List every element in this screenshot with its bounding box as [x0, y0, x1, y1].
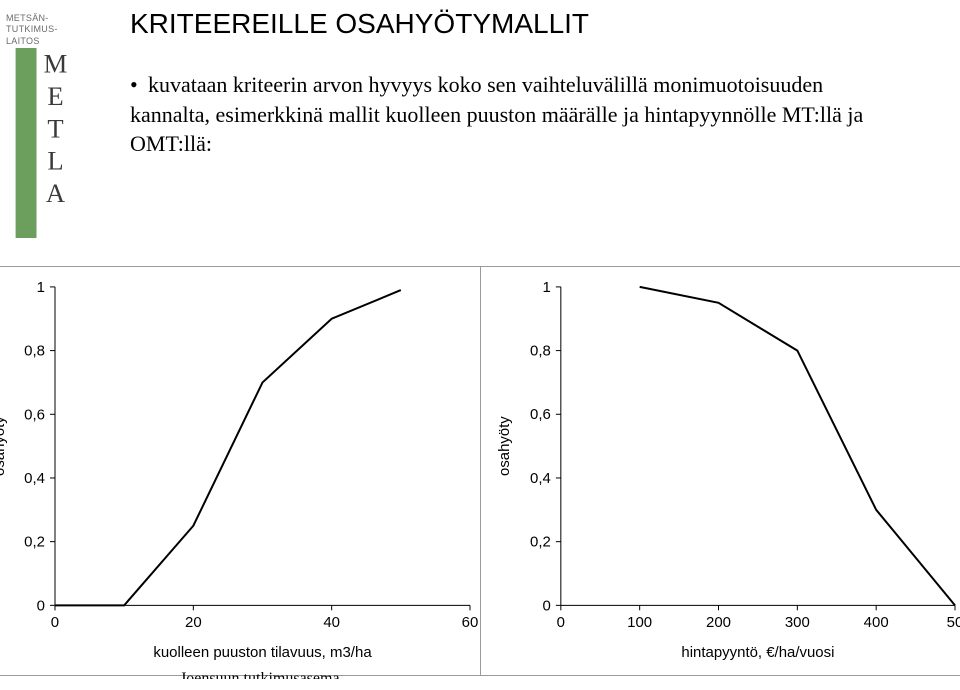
svg-text:A: A	[46, 178, 66, 208]
svg-text:40: 40	[323, 614, 340, 631]
svg-text:0: 0	[51, 614, 59, 631]
svg-text:20: 20	[185, 614, 202, 631]
svg-text:L: L	[47, 146, 63, 176]
svg-text:1: 1	[543, 279, 551, 296]
right-chart-cell: 0 0,2 0,4 0,6 0,8 1 0 100 200 300 400 50 osahyöty hin…	[480, 267, 960, 675]
svg-text:T: T	[47, 114, 63, 144]
svg-text:kuolleen puuston tilavuus, m3/: kuolleen puuston tilavuus, m3/ha	[153, 644, 372, 661]
svg-text:60: 60	[462, 614, 479, 631]
charts-row: 0 0,2 0,4 0,6 0,8 1 0 20 40 60 osahyöty kuolleen pu…	[0, 266, 960, 676]
org-line2: TUTKIMUS-	[6, 25, 86, 34]
svg-text:E: E	[47, 81, 63, 111]
org-line3: LAITOS	[6, 37, 86, 46]
svg-text:100: 100	[627, 614, 652, 631]
bullet-content: kuvataan kriteerin arvon hyvyys koko sen…	[130, 72, 863, 156]
svg-text:0,4: 0,4	[24, 470, 45, 487]
svg-text:400: 400	[864, 614, 889, 631]
svg-text:0: 0	[37, 597, 45, 614]
svg-text:osahyöty: osahyöty	[496, 416, 513, 476]
svg-text:0: 0	[543, 597, 551, 614]
svg-text:0,4: 0,4	[530, 470, 551, 487]
footer-text: Joensuun tutkimusasema	[180, 670, 340, 688]
left-chart: 0 0,2 0,4 0,6 0,8 1 0 20 40 60 osahyöty kuolleen pu…	[0, 267, 480, 675]
svg-text:0,8: 0,8	[24, 343, 45, 360]
page-title: KRITEEREILLE OSAHYÖTYMALLIT	[130, 8, 960, 40]
svg-text:200: 200	[706, 614, 731, 631]
svg-text:0,2: 0,2	[530, 534, 551, 551]
svg-text:1: 1	[37, 279, 45, 296]
svg-text:300: 300	[785, 614, 810, 631]
svg-text:0: 0	[557, 614, 565, 631]
metla-logo: METSÄN- TUTKIMUS- LAITOS M E T L A	[6, 14, 86, 238]
svg-text:0,6: 0,6	[530, 406, 551, 423]
org-line1: METSÄN-	[6, 14, 86, 23]
metla-wordmark: M E T L A	[6, 48, 86, 238]
svg-text:50: 50	[947, 614, 960, 631]
left-chart-cell: 0 0,2 0,4 0,6 0,8 1 0 20 40 60 osahyöty kuolleen pu…	[0, 267, 480, 675]
svg-text:0,8: 0,8	[530, 343, 551, 360]
svg-text:osahyöty: osahyöty	[0, 416, 8, 476]
svg-text:0,6: 0,6	[24, 406, 45, 423]
svg-text:M: M	[44, 49, 68, 79]
svg-text:hintapyyntö, €/ha/vuosi: hintapyyntö, €/ha/vuosi	[681, 644, 834, 661]
right-chart: 0 0,2 0,4 0,6 0,8 1 0 100 200 300 400 50 osahyöty hin…	[481, 267, 960, 675]
bullet-text: •kuvataan kriteerin arvon hyvyys koko se…	[130, 70, 890, 159]
svg-text:0,2: 0,2	[24, 534, 45, 551]
bullet-dot: •	[130, 70, 148, 100]
